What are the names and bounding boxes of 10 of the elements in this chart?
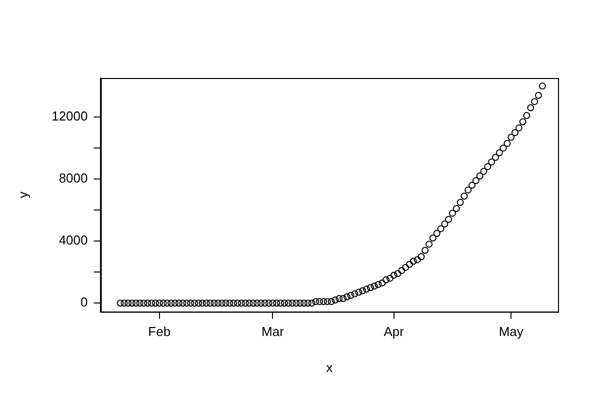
x-tick-label: May [498,324,524,340]
y-tick-label: 8000 [58,170,88,186]
y-tick-label: 0 [80,294,88,310]
y-tick-label: 12000 [52,108,88,124]
x-tick-label: Apr [384,324,405,340]
x-tick-label: Feb [148,324,171,340]
y-axis-title: y [15,191,30,198]
y-tick-label: 4000 [58,232,88,248]
x-axis-title: x [326,360,334,375]
x-tick-label: Mar [262,324,285,340]
